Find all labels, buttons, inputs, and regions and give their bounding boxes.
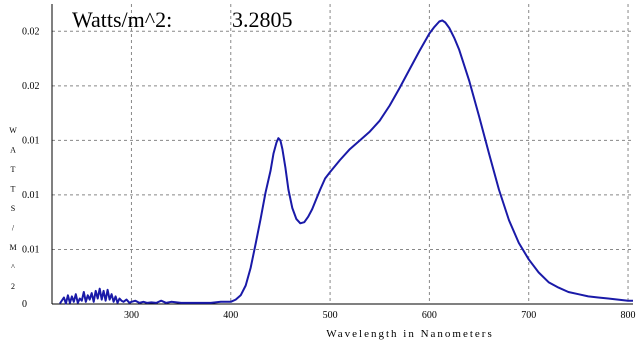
- x-tick-label: 400: [223, 310, 238, 321]
- irradiance-label: Watts/m^2:: [72, 7, 172, 32]
- y-axis-label-letter: T: [11, 185, 16, 194]
- x-tick-label: 300: [124, 310, 139, 321]
- y-axis-label-letter: ^: [11, 263, 15, 272]
- y-tick-label: 0.01: [22, 190, 40, 201]
- x-axis-label: Wavelength in Nanometers: [326, 328, 493, 340]
- y-tick-label: 0.01: [22, 244, 40, 255]
- irradiance-value: 3.2805: [232, 7, 293, 32]
- y-axis-label-letter: T: [11, 165, 16, 174]
- x-tick-label: 600: [422, 310, 437, 321]
- y-axis-label-letter: S: [11, 204, 15, 213]
- y-tick-label: 0.01: [22, 135, 40, 146]
- series-layer: [59, 19, 633, 305]
- axis-layer: [51, 4, 633, 305]
- y-axis-label-letter: A: [10, 146, 16, 155]
- x-tick-label: 800: [621, 310, 636, 321]
- y-axis-label-letter: 2: [11, 282, 15, 291]
- spectrum-series-line: [59, 19, 633, 305]
- x-tick-label: 700: [521, 310, 536, 321]
- y-axis-label-letter: /: [12, 224, 15, 233]
- grid-layer: [52, 4, 633, 304]
- x-tick-label: 500: [323, 310, 338, 321]
- y-tick-label: 0.02: [22, 81, 40, 92]
- y-tick-label: 0: [22, 299, 27, 310]
- y-tick-label: 0.02: [22, 26, 40, 37]
- label-layer: 300 400 500 600 700 800 0 0.01 0.01 0.01 0.02 0.02 W…: [9, 26, 635, 321]
- y-axis-label-letter: W: [9, 126, 17, 135]
- y-axis-label-letter: M: [9, 243, 16, 252]
